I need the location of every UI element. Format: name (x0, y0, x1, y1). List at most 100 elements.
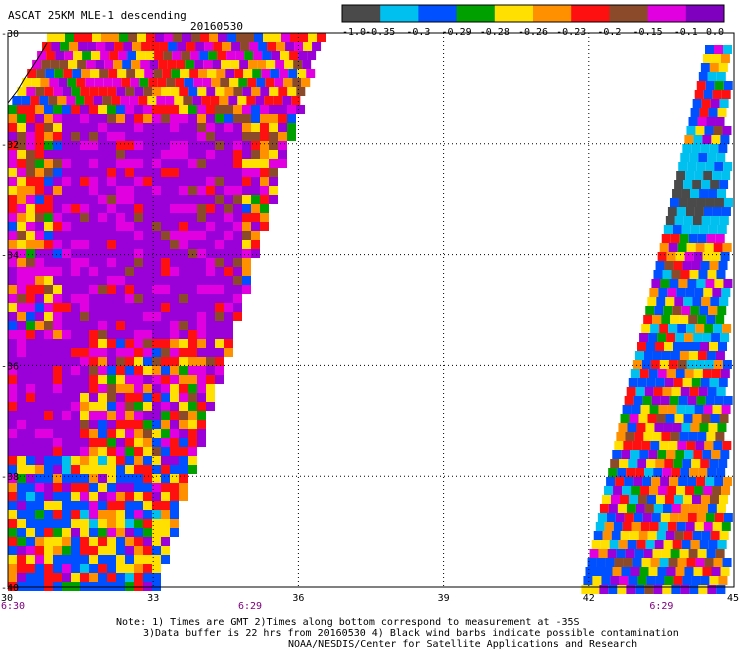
swath-cell (35, 321, 44, 330)
swath-cell (642, 396, 652, 405)
swath-cell (53, 177, 62, 186)
colorbar-swatch (418, 5, 458, 22)
swath-cell (107, 285, 116, 294)
swath-cell (92, 33, 101, 42)
swath-cell (206, 375, 215, 384)
swath-cell (291, 96, 301, 105)
swath-cell (161, 132, 170, 141)
swath-cell (53, 276, 62, 285)
swath-cell (233, 177, 242, 186)
swath-cell (720, 54, 730, 63)
swath-cell (53, 429, 62, 438)
swath-cell (705, 477, 715, 486)
swath-cell (673, 378, 683, 387)
swath-cell (89, 429, 98, 438)
swath-cell (687, 396, 697, 405)
swath-cell (269, 132, 278, 141)
swath-cell (80, 141, 89, 150)
swath-cell (188, 105, 197, 114)
swath-cell (17, 276, 26, 285)
swath-cell (71, 402, 80, 411)
swath-cell (8, 384, 17, 393)
swath-cell (17, 249, 26, 258)
swath-cell (71, 357, 80, 366)
swath-cell (717, 189, 727, 198)
swath-cell (134, 366, 143, 375)
swath-cell (35, 519, 44, 528)
swath-cell (116, 141, 125, 150)
swath-cell (715, 234, 725, 243)
swath-cell (610, 495, 620, 504)
swath-cell (680, 504, 690, 513)
swath-cell (242, 249, 251, 258)
swath-cell (595, 522, 605, 531)
swath-cell (659, 558, 669, 567)
swath-cell (62, 474, 71, 483)
swath-cell (89, 411, 98, 420)
swath-cell (197, 303, 206, 312)
swath-cell (718, 576, 728, 585)
swath-cell (722, 441, 732, 450)
swath-cell (161, 150, 170, 159)
swath-cell (44, 564, 53, 573)
swath-cell (691, 378, 701, 387)
swath-cell (613, 522, 623, 531)
swath-cell (89, 168, 98, 177)
swath-cell (650, 324, 660, 333)
swath-cell (686, 441, 696, 450)
swath-cell (113, 60, 123, 69)
swath-cell (604, 486, 614, 495)
swath-cell (681, 306, 691, 315)
swath-cell (143, 222, 152, 231)
swath-cell (215, 204, 224, 213)
swath-cell (697, 315, 707, 324)
swath-cell (700, 495, 710, 504)
swath-cell (32, 60, 42, 69)
swath-cell (278, 141, 287, 150)
swath-cell (89, 537, 98, 546)
swath-cell (260, 114, 269, 123)
swath-cell (53, 204, 62, 213)
swath-cell (107, 483, 116, 492)
swath-cell (89, 366, 98, 375)
swath-cell (699, 189, 709, 198)
swath-cell (683, 531, 693, 540)
swath-cell (703, 207, 713, 216)
swath-cell (675, 450, 685, 459)
swath-cell (628, 495, 638, 504)
swath-cell (84, 96, 94, 105)
swath-cell (622, 405, 632, 414)
swath-cell (152, 501, 161, 510)
swath-cell (170, 177, 179, 186)
swath-cell (143, 321, 152, 330)
swath-cell (98, 321, 107, 330)
swath-cell (233, 240, 242, 249)
swath-cell (715, 315, 725, 324)
swath-cell (233, 168, 242, 177)
swath-cell (717, 540, 727, 549)
swath-cell (641, 441, 651, 450)
swath-cell (107, 348, 116, 357)
swath-cell (676, 405, 686, 414)
swath-cell (263, 33, 272, 42)
swath-cell (152, 474, 161, 483)
swath-cell (714, 477, 724, 486)
swath-cell (17, 114, 26, 123)
swath-cell (626, 387, 636, 396)
swath-cell (35, 303, 44, 312)
swath-cell (116, 312, 125, 321)
swath-cell (152, 402, 161, 411)
longitude-label: 33 (147, 593, 159, 604)
swath-cell (719, 180, 729, 189)
swath-cell (170, 429, 179, 438)
swath-cell (680, 270, 690, 279)
swath-cell (161, 510, 170, 519)
swath-cell (685, 171, 695, 180)
swath-cell (143, 303, 152, 312)
swath-cell (265, 78, 275, 87)
swath-cell (112, 78, 122, 87)
swath-cell (215, 195, 224, 204)
swath-cell (8, 447, 17, 456)
swath-cell (80, 294, 89, 303)
swath-cell (53, 249, 62, 258)
